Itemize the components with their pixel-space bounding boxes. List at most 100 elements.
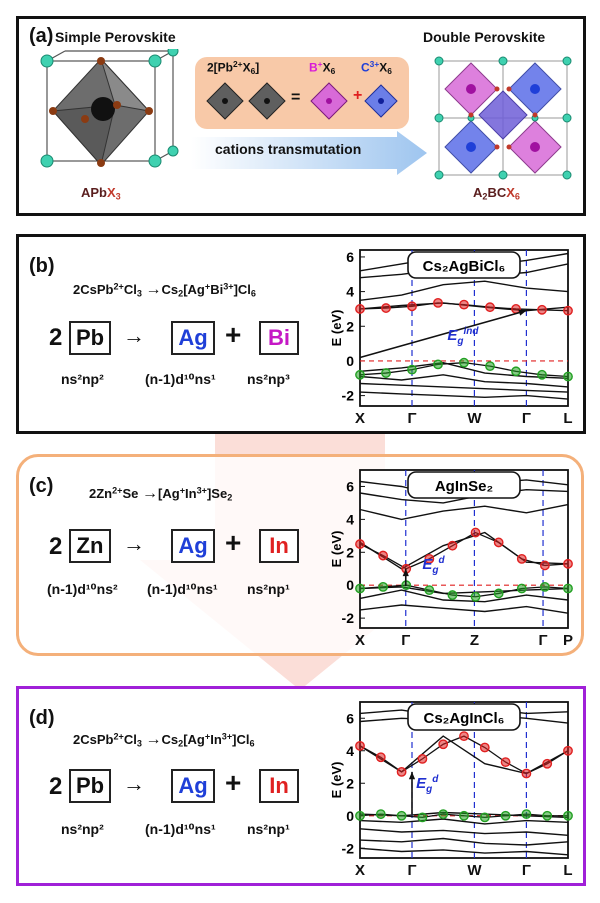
vbm-marker [396,810,407,821]
vbm-marker [355,583,365,594]
cbm-marker [521,768,532,779]
panel-c-label: (c) [29,475,54,497]
cbm-marker [375,752,386,763]
panel-d-config-to1: (n-1)d¹⁰ns¹ [145,821,216,837]
vbm-marker [355,810,365,821]
equation-c: C3+X6 [361,59,392,76]
cbm-marker [381,303,391,313]
cbm-marker [479,742,490,753]
double-formula: A2BCX6 [473,185,520,202]
cbm-marker [511,304,521,314]
chart-title-box [407,471,521,499]
panel-b-reaction: 2CsPb2+Cl3 →Cs2[Ag+Bi3+]Cl6 [73,281,256,299]
cbm-marker [485,302,495,313]
panel-c-to2-box: In [259,529,299,563]
panel-d-arrow: → [123,771,145,796]
band-line [359,818,569,825]
gap-arrowhead [408,771,416,780]
gap-arrowhead [518,309,527,316]
panel-d-from-box: Pb [69,769,111,803]
band-line [359,382,569,393]
cbm-marker [493,537,504,548]
vbm-marker [563,583,573,594]
panel-b-from-box: Pb [69,321,111,355]
gap-label: Egd [422,555,445,576]
band-line [359,361,569,379]
vbm-marker [542,810,553,821]
band-line [359,280,569,301]
equation-plus: + [353,87,363,104]
chart-title-box [407,251,521,279]
kpoint-label: W [467,862,482,879]
y-tick-label: 0 [346,577,354,593]
gap-label: Egd [416,774,439,795]
vbm-marker [433,359,443,370]
band-line [359,828,569,836]
panel-b-coef: 2 [49,324,63,351]
vbm-marker [521,809,532,820]
equation-equals: = [291,89,301,106]
y-tick-label: -2 [342,388,355,404]
cations-transmutation-arrow [191,131,427,175]
y-axis-label: E (eV) [330,310,344,347]
panel-b-config-to2: ns²np³ [247,371,290,387]
panel-c-reaction: 2Zn2+Se →[Ag+In3+]Se2 [89,485,233,503]
cbm-marker [355,740,365,751]
panel-c-config-to1: (n-1)d¹⁰ns¹ [147,581,218,597]
band-line [359,604,569,614]
vbm-marker [375,809,386,820]
panel-c-plus: + [225,527,242,558]
cbm-marker [459,731,469,742]
cbm-marker [355,304,365,314]
cbm-marker [417,753,428,764]
chart-title: Cs₂AgInCl₆ [424,710,505,727]
panel-d-label: (d) [29,707,55,729]
band-line [359,586,569,595]
vbm-marker [459,357,469,368]
band-line [359,837,569,846]
vbm-marker [381,368,391,378]
band-structure-chart-b: X Γ W Γ L 6 4 2 0 -2 E (eV) Cs₂AgBiCl₆ Egind [330,249,573,427]
panel-b-config-from: ns²np² [61,371,104,387]
kpoint-label: Γ [401,632,410,649]
vbm-marker [424,585,435,596]
gap-arrowhead [402,568,409,577]
cbm-marker [563,305,573,316]
y-tick-label: 6 [346,478,354,494]
band-line [359,391,569,400]
panel-d-coef: 2 [49,773,63,800]
panel-c-config-to2: ns²np¹ [247,581,290,597]
y-tick-label: 2 [346,775,354,791]
y-tick-label: -2 [342,610,355,626]
cations-transmutation-label: cations transmutation [215,141,362,157]
transmutation-equation-box: 2[Pb2+X6] B+X6 C3+X6 = + [195,57,409,129]
vbm-marker [516,583,527,594]
equation-text: 2[Pb2+X6] [207,59,260,76]
cbm-marker [378,550,389,561]
band-line [359,847,569,856]
vbm-marker [355,369,365,380]
kpoint-label: Γ [539,632,548,649]
vbm-marker [539,581,550,592]
band-line [359,374,569,388]
vbm-marker [511,366,521,377]
panel-b-arrow: → [123,323,145,348]
vbm-marker [479,812,490,823]
cbm-marker [470,527,481,538]
cbm-marker [459,299,469,310]
kpoint-label: W [467,410,482,427]
equation-b: B+X6 [309,59,336,76]
y-tick-label: 0 [346,353,354,369]
cbm-marker [563,745,573,756]
panel-d-reaction: 2CsPb2+Cl3 →Cs2[Ag+In3+]Cl6 [73,731,255,749]
vbm-marker [447,590,458,600]
gap-arrow [359,309,527,359]
y-tick-label: 2 [346,318,354,334]
simple-formula: APbX3 [81,185,121,202]
panel-c-config-from: (n-1)d¹⁰ns² [47,581,118,597]
panel-c-to1-box: Ag [171,529,215,563]
vbm-marker [407,364,417,375]
band-structure-chart-d: X Γ W Γ L 6 4 2 0 -2 E (eV) Cs₂AgInCl₆ Egd [330,701,573,879]
vbm-marker [537,369,547,380]
kpoint-label: Γ [407,862,416,879]
